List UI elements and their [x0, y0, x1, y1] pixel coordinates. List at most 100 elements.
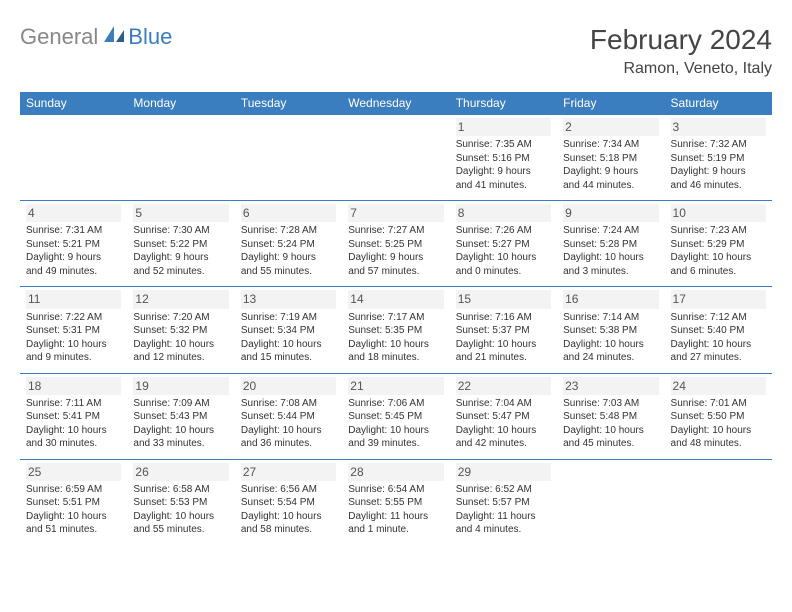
- day-cell: 5Sunrise: 7:30 AMSunset: 5:22 PMDaylight…: [127, 201, 234, 287]
- day-detail: Sunrise: 6:52 AM: [456, 483, 551, 497]
- day-detail: and 4 minutes.: [456, 523, 551, 537]
- day-cell: [20, 115, 127, 201]
- day-detail: Daylight: 9 hours: [563, 165, 658, 179]
- day-detail: Sunrise: 7:17 AM: [348, 311, 443, 325]
- day-cell: 29Sunrise: 6:52 AMSunset: 5:57 PMDayligh…: [450, 459, 557, 545]
- day-detail: Sunset: 5:37 PM: [456, 324, 551, 338]
- day-number: 12: [133, 290, 228, 308]
- day-cell: 10Sunrise: 7:23 AMSunset: 5:29 PMDayligh…: [665, 201, 772, 287]
- day-detail: Sunset: 5:16 PM: [456, 152, 551, 166]
- day-detail: and 1 minute.: [348, 523, 443, 537]
- day-detail: Sunset: 5:19 PM: [671, 152, 766, 166]
- logo-sail-icon: [104, 26, 126, 49]
- day-number: 11: [26, 290, 121, 308]
- header-bar: General Blue February 2024 Ramon, Veneto…: [20, 24, 772, 78]
- day-detail: Sunrise: 7:14 AM: [563, 311, 658, 325]
- day-detail: Sunset: 5:21 PM: [26, 238, 121, 252]
- day-detail: Sunrise: 6:54 AM: [348, 483, 443, 497]
- day-detail: and 52 minutes.: [133, 265, 228, 279]
- weekday-header: Monday: [127, 92, 234, 115]
- day-detail: Daylight: 9 hours: [241, 251, 336, 265]
- day-detail: and 44 minutes.: [563, 179, 658, 193]
- day-cell: 1Sunrise: 7:35 AMSunset: 5:16 PMDaylight…: [450, 115, 557, 201]
- day-detail: Sunrise: 7:09 AM: [133, 397, 228, 411]
- day-cell: 19Sunrise: 7:09 AMSunset: 5:43 PMDayligh…: [127, 373, 234, 459]
- day-number: 8: [456, 204, 551, 222]
- day-detail: Sunset: 5:47 PM: [456, 410, 551, 424]
- day-detail: Daylight: 10 hours: [456, 338, 551, 352]
- day-detail: Sunrise: 7:31 AM: [26, 224, 121, 238]
- day-detail: Sunset: 5:41 PM: [26, 410, 121, 424]
- table-row: 25Sunrise: 6:59 AMSunset: 5:51 PMDayligh…: [20, 459, 772, 545]
- day-detail: Daylight: 10 hours: [671, 338, 766, 352]
- day-detail: and 55 minutes.: [133, 523, 228, 537]
- day-detail: Sunset: 5:53 PM: [133, 496, 228, 510]
- day-cell: 15Sunrise: 7:16 AMSunset: 5:37 PMDayligh…: [450, 287, 557, 373]
- day-cell: 21Sunrise: 7:06 AMSunset: 5:45 PMDayligh…: [342, 373, 449, 459]
- day-detail: Daylight: 10 hours: [671, 251, 766, 265]
- calendar-body: 1Sunrise: 7:35 AMSunset: 5:16 PMDaylight…: [20, 115, 772, 545]
- day-detail: and 55 minutes.: [241, 265, 336, 279]
- day-detail: Sunset: 5:28 PM: [563, 238, 658, 252]
- day-detail: Sunrise: 7:11 AM: [26, 397, 121, 411]
- day-detail: Sunrise: 6:56 AM: [241, 483, 336, 497]
- day-detail: Sunrise: 7:28 AM: [241, 224, 336, 238]
- day-detail: Daylight: 9 hours: [671, 165, 766, 179]
- day-detail: Daylight: 11 hours: [348, 510, 443, 524]
- day-detail: Sunrise: 7:34 AM: [563, 138, 658, 152]
- day-number: 16: [563, 290, 658, 308]
- day-detail: Sunset: 5:38 PM: [563, 324, 658, 338]
- day-detail: Daylight: 10 hours: [26, 510, 121, 524]
- day-detail: Daylight: 10 hours: [26, 424, 121, 438]
- day-detail: Sunset: 5:45 PM: [348, 410, 443, 424]
- day-cell: [342, 115, 449, 201]
- day-number: 3: [671, 118, 766, 136]
- day-detail: Sunrise: 7:35 AM: [456, 138, 551, 152]
- day-detail: and 0 minutes.: [456, 265, 551, 279]
- day-number: 13: [241, 290, 336, 308]
- day-number: 21: [348, 377, 443, 395]
- day-detail: Sunset: 5:32 PM: [133, 324, 228, 338]
- day-detail: Sunset: 5:55 PM: [348, 496, 443, 510]
- day-detail: Sunset: 5:35 PM: [348, 324, 443, 338]
- day-detail: and 21 minutes.: [456, 351, 551, 365]
- calendar-table: SundayMondayTuesdayWednesdayThursdayFrid…: [20, 92, 772, 545]
- table-row: 1Sunrise: 7:35 AMSunset: 5:16 PMDaylight…: [20, 115, 772, 201]
- day-number: 22: [456, 377, 551, 395]
- day-detail: Sunset: 5:18 PM: [563, 152, 658, 166]
- day-cell: 4Sunrise: 7:31 AMSunset: 5:21 PMDaylight…: [20, 201, 127, 287]
- day-detail: Sunset: 5:25 PM: [348, 238, 443, 252]
- day-number: 29: [456, 463, 551, 481]
- table-row: 18Sunrise: 7:11 AMSunset: 5:41 PMDayligh…: [20, 373, 772, 459]
- day-detail: and 12 minutes.: [133, 351, 228, 365]
- day-detail: Sunrise: 7:19 AM: [241, 311, 336, 325]
- day-detail: Daylight: 11 hours: [456, 510, 551, 524]
- day-detail: and 18 minutes.: [348, 351, 443, 365]
- day-detail: and 49 minutes.: [26, 265, 121, 279]
- title-block: February 2024 Ramon, Veneto, Italy: [590, 24, 772, 78]
- day-detail: Daylight: 10 hours: [563, 338, 658, 352]
- weekday-header: Friday: [557, 92, 664, 115]
- table-row: 11Sunrise: 7:22 AMSunset: 5:31 PMDayligh…: [20, 287, 772, 373]
- logo-text-general: General: [20, 24, 98, 50]
- weekday-header: Thursday: [450, 92, 557, 115]
- day-detail: Daylight: 9 hours: [26, 251, 121, 265]
- day-detail: Daylight: 10 hours: [133, 338, 228, 352]
- day-number: 26: [133, 463, 228, 481]
- day-cell: [557, 459, 664, 545]
- day-detail: Sunrise: 7:03 AM: [563, 397, 658, 411]
- day-detail: Sunrise: 7:06 AM: [348, 397, 443, 411]
- day-cell: 20Sunrise: 7:08 AMSunset: 5:44 PMDayligh…: [235, 373, 342, 459]
- day-detail: Sunset: 5:48 PM: [563, 410, 658, 424]
- day-number: 28: [348, 463, 443, 481]
- day-detail: and 57 minutes.: [348, 265, 443, 279]
- day-detail: Daylight: 10 hours: [563, 424, 658, 438]
- weekday-header: Wednesday: [342, 92, 449, 115]
- day-detail: Sunset: 5:27 PM: [456, 238, 551, 252]
- day-detail: Daylight: 10 hours: [456, 251, 551, 265]
- day-detail: Daylight: 9 hours: [133, 251, 228, 265]
- day-detail: Daylight: 10 hours: [671, 424, 766, 438]
- day-detail: and 36 minutes.: [241, 437, 336, 451]
- day-detail: Sunset: 5:24 PM: [241, 238, 336, 252]
- day-detail: Sunrise: 7:01 AM: [671, 397, 766, 411]
